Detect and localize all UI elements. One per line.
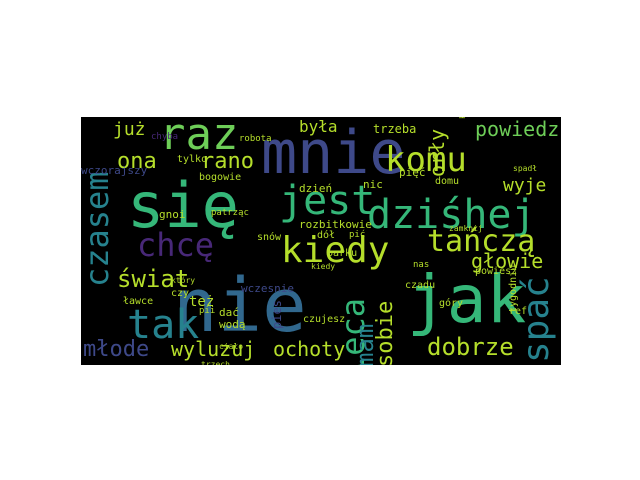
word-raz: raz xyxy=(159,117,239,160)
word-powiedz: powiedz xyxy=(475,117,560,141)
word-woda: wodą xyxy=(219,318,246,331)
word-dobrze: dobrze xyxy=(427,333,514,361)
word-trzech: trzech xyxy=(201,360,230,366)
word-kiedy: kiedy xyxy=(281,230,390,271)
word-gnoi: gnoi xyxy=(159,208,186,221)
word-robota: robota xyxy=(239,134,272,144)
word-pii: pii xyxy=(199,306,216,316)
word-snow: snów xyxy=(257,232,282,243)
word-nas: nas xyxy=(413,260,430,270)
word-ochoty: ochoty xyxy=(273,337,346,361)
word-jak: jak xyxy=(407,261,527,338)
word-komu: komu xyxy=(385,140,467,180)
word-dzien: dzień xyxy=(299,182,333,195)
word-rano: rano xyxy=(201,149,254,174)
word-wyje: wyje xyxy=(503,175,547,196)
word-powiesz: powiesz xyxy=(475,266,518,277)
word-domu: domu xyxy=(435,176,460,187)
word-czujesz: czujesz xyxy=(303,314,346,325)
word-nic: nic xyxy=(363,178,383,191)
word-orly: orły xyxy=(425,128,449,177)
word-tez: też xyxy=(189,294,215,310)
word-rozbitkowie: rozbitkowie xyxy=(299,218,372,231)
word-tygodniu: tygodniu xyxy=(508,264,519,313)
word-sobie: sobie xyxy=(373,300,398,365)
word-mnie: mnie xyxy=(261,118,406,188)
word-wyluzuj: wyluzuj xyxy=(171,337,256,361)
word-wczorajszy: wczorajszy xyxy=(81,164,148,177)
word-wczesnie: wczesnie xyxy=(241,282,294,295)
word-pic: pić xyxy=(349,230,366,240)
word-mlode: młode xyxy=(83,337,150,362)
word-sie: się xyxy=(127,169,239,242)
word-swiat: świat xyxy=(117,265,190,293)
word-ktory-2: który xyxy=(458,117,467,119)
word-tancza: tańczą xyxy=(427,224,536,259)
word-dac: dać xyxy=(219,306,239,319)
word-cialo: ciało xyxy=(219,342,244,351)
word-spac: spać xyxy=(516,276,557,363)
word-ref: ref xyxy=(509,306,528,317)
word-patrzac: patrząc xyxy=(211,208,249,218)
word-jest: jest xyxy=(279,178,376,224)
word-byla: była xyxy=(299,117,338,136)
word-czasem: czasem xyxy=(81,171,116,287)
word-piec: pięć xyxy=(399,166,426,179)
word-parku: parku xyxy=(327,248,358,259)
word-zamknij: zamknij xyxy=(449,224,483,233)
word-pies: pies xyxy=(270,300,284,329)
word-czadu: czadu xyxy=(405,280,436,291)
word-juz: już xyxy=(113,119,146,140)
word-spadl: spadł xyxy=(513,164,538,173)
word-ona: ona xyxy=(117,149,157,174)
word-dzisiaj: dziśhej xyxy=(367,192,536,238)
word-ktory: który xyxy=(171,276,196,285)
word-tak: tak xyxy=(127,302,200,348)
word-tylko: tylko xyxy=(177,154,208,165)
word-trzeba: trzeba xyxy=(373,122,417,136)
word-chyba: chyba xyxy=(151,132,179,142)
word-cloud: się nie jak mnie dziśhej jest raz kiedy … xyxy=(81,117,561,365)
word-bogowie: bogowie xyxy=(199,172,242,183)
word-gory: góry xyxy=(439,298,464,309)
word-glowie: głowie xyxy=(471,249,544,273)
word-lawce: ławce xyxy=(123,296,154,307)
word-dol: dół xyxy=(317,230,336,241)
word-nie: nie xyxy=(173,263,307,349)
word-czy: czy xyxy=(171,288,190,299)
word-kiedy-small: kiedy xyxy=(311,262,336,271)
word-chce: chcę xyxy=(137,226,215,264)
